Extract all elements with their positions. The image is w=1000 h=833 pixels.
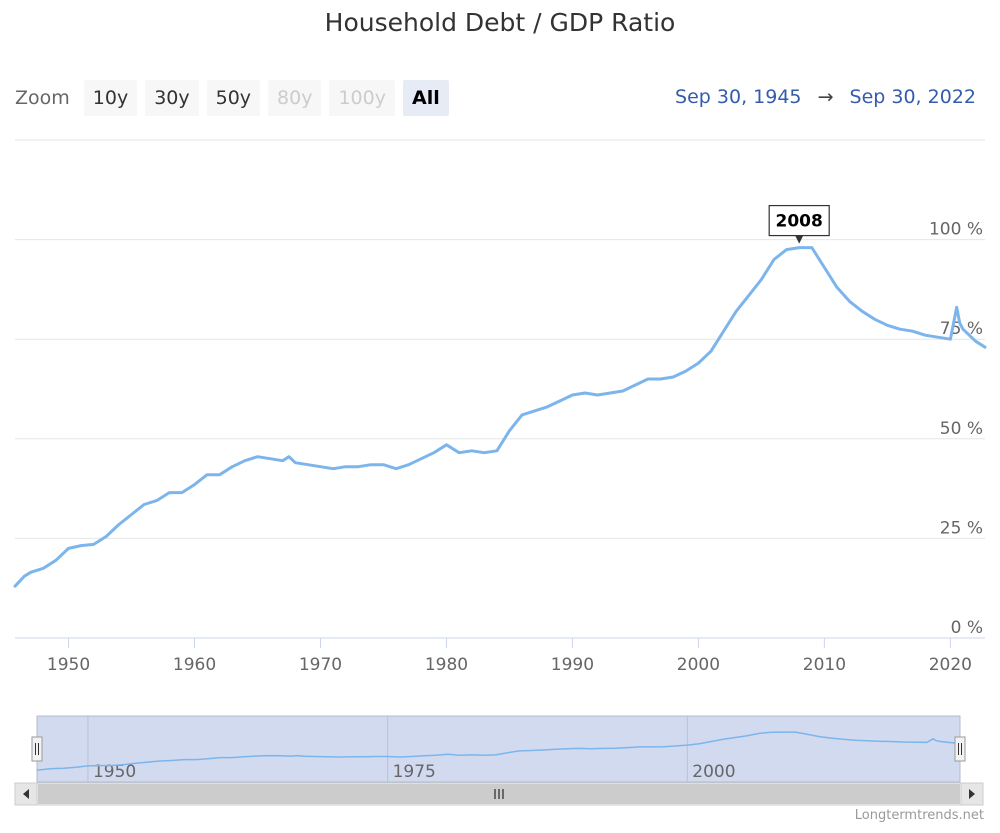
y-tick-label: 50 % [940,419,983,439]
navigator-tick-label: 2000 [692,762,735,782]
zoom-80y-button: 80y [268,80,322,116]
scroll-left-arrow-icon [23,789,29,799]
y-tick-label: 100 % [929,220,983,240]
zoom-30y-button[interactable]: 30y [145,80,199,116]
x-axis: 1950 1960 1970 1980 1990 2000 2010 2020 [47,638,972,675]
y-tick-label: 0 % [951,618,983,638]
navigator-series-line [36,731,961,771]
navigator-selection[interactable] [36,715,961,783]
range-to-date[interactable]: Sep 30, 2022 [849,86,976,108]
x-tick-label: 2010 [803,655,846,675]
x-tick-label: 1980 [425,655,468,675]
navigator-tick-label: 1950 [93,762,136,782]
range-arrow-icon: → [817,86,834,108]
peak-annotation: 2008 [768,204,830,244]
navigator-grid: 1950 1975 2000 [87,716,736,782]
x-tick-label: 1960 [173,655,216,675]
chart-title: Household Debt / GDP Ratio [324,8,676,37]
range-from-date[interactable]: Sep 30, 1945 [675,86,802,108]
x-tick-label: 2000 [677,655,720,675]
x-tick-label: 2020 [929,655,972,675]
navigator-tick-label: 1975 [393,762,436,782]
scrollbar[interactable] [14,782,984,806]
handle-body[interactable] [31,736,43,762]
scroll-right-arrow-icon [969,789,975,799]
y-axis: 0 %25 %50 %75 %100 % [929,220,983,638]
annotation-label: 2008 [776,212,823,232]
zoom-100y-button: 100y [329,80,395,116]
zoom-50y-button[interactable]: 50y [206,80,261,116]
x-tick-label: 1970 [299,655,342,675]
zoom-controls: Zoom 10y 30y 50y 80y 100y All [15,80,449,116]
grid-lines [15,139,985,639]
series-line [13,246,987,588]
zoom-10y-button[interactable]: 10y [83,80,138,116]
handle-body[interactable] [954,736,966,762]
date-range: Sep 30, 1945 → Sep 30, 2022 [675,86,976,108]
scrollbar-grip-icon [494,789,504,799]
y-tick-label: 25 % [940,518,983,538]
annotation-pointer [795,235,804,244]
x-tick-label: 1990 [551,655,594,675]
zoom-all-button[interactable]: All [402,80,449,116]
navigator-right-handle[interactable] [954,736,966,762]
credit-link[interactable]: Longtermtrends.net [854,808,984,823]
x-tick-label: 1950 [47,655,90,675]
zoom-label: Zoom [15,87,70,109]
annotation-box [768,204,830,237]
navigator[interactable]: 1950 1975 2000 [31,715,966,783]
navigator-left-handle[interactable] [31,736,43,762]
